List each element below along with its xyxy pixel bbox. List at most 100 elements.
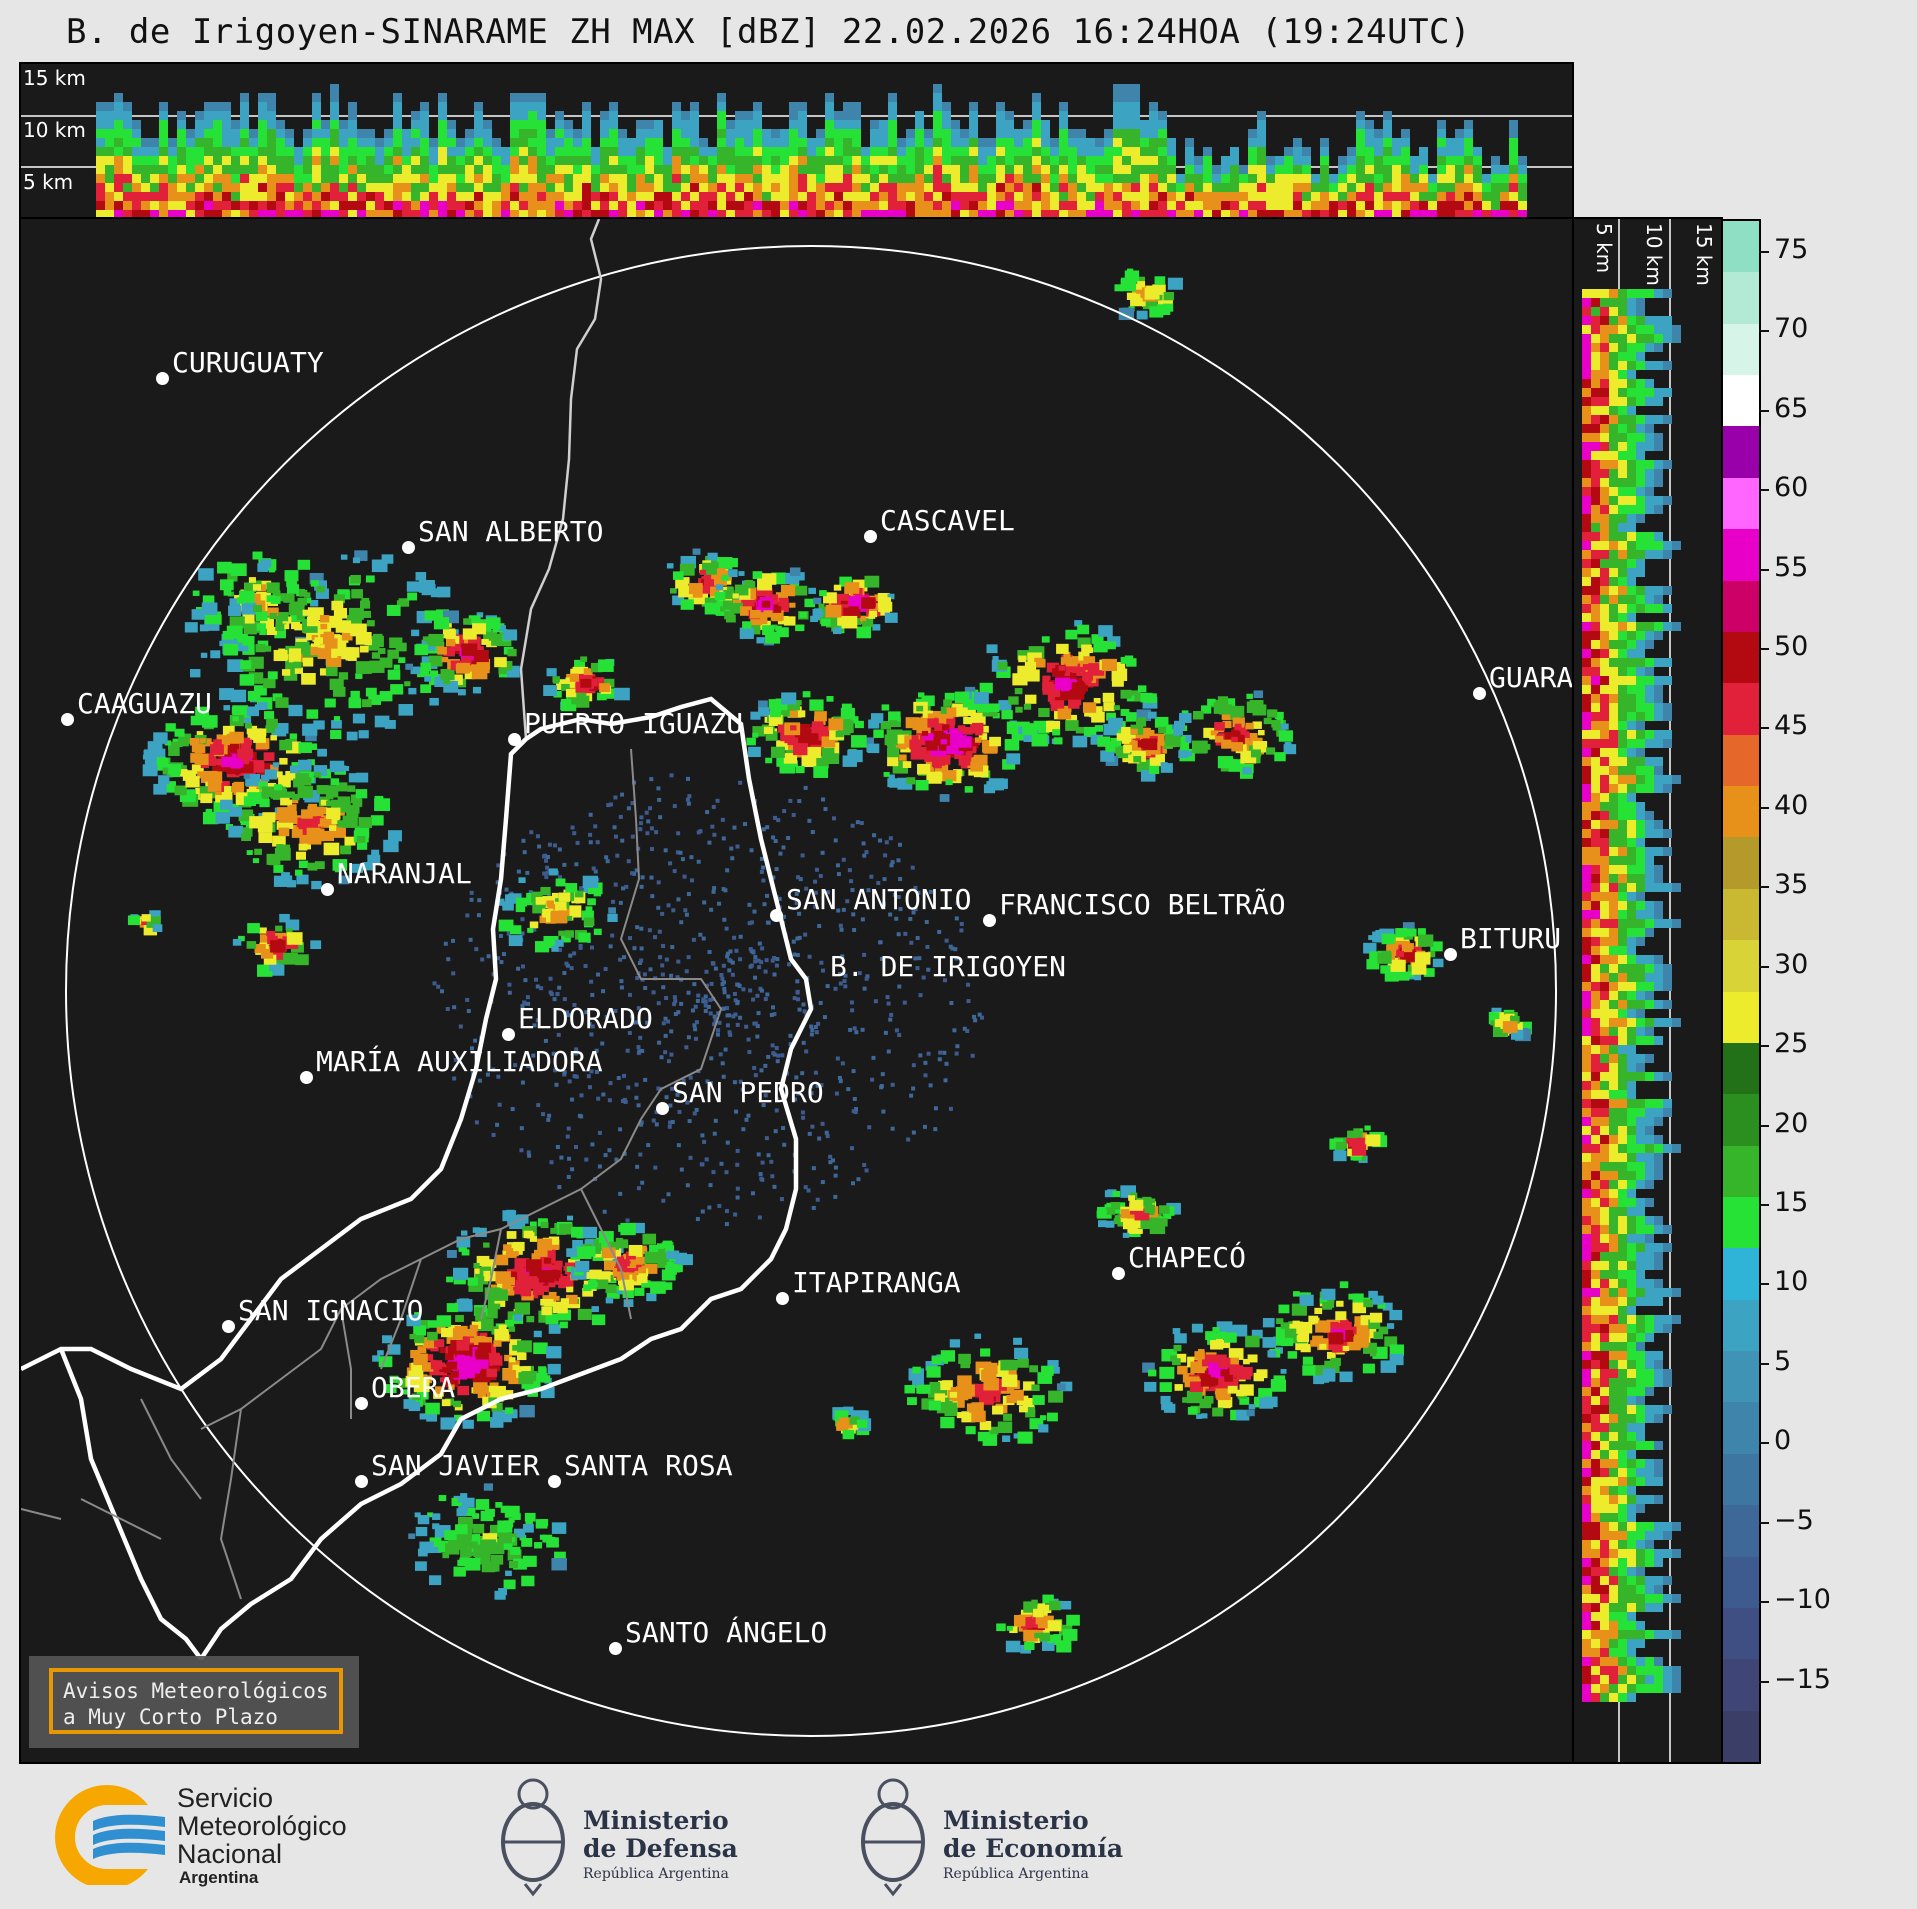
echo-cell: [223, 643, 238, 656]
echo-cell: [1374, 165, 1383, 174]
echo-cell: [483, 201, 492, 210]
echo-cell: [1104, 165, 1113, 174]
echo-cell: [1600, 568, 1609, 577]
echo-cell: [285, 771, 298, 781]
echo-cell: [978, 201, 987, 210]
echo-cell: [1672, 919, 1681, 928]
echo-cell: [1041, 201, 1050, 210]
echo-cell: [753, 955, 758, 960]
echo-cell: [1627, 676, 1636, 685]
echo-cell: [1582, 1126, 1591, 1135]
echo-cell: [1329, 210, 1338, 219]
echo-cell: [150, 174, 159, 183]
echo-cell: [465, 913, 470, 918]
echo-cell: [456, 662, 470, 674]
echo-cell: [1600, 955, 1609, 964]
echo-cell: [851, 1109, 856, 1114]
echo-cell: [241, 833, 251, 842]
echo-cell: [933, 183, 942, 192]
echo-cell: [1582, 937, 1591, 946]
echo-cell: [1095, 138, 1104, 147]
echo-cell: [273, 864, 284, 873]
echo-cell: [933, 165, 942, 174]
echo-cell: [987, 192, 996, 201]
echo-cell: [1591, 451, 1600, 460]
echo-cell: [828, 1160, 833, 1165]
echo-cell: [797, 799, 802, 804]
echo-cell: [1636, 622, 1645, 631]
echo-cell: [1320, 165, 1329, 174]
echo-cell: [227, 742, 240, 752]
echo-cell: [547, 842, 552, 847]
echo-cell: [954, 916, 959, 921]
echo-cell: [955, 901, 960, 906]
echo-cell: [428, 655, 443, 667]
echo-cell: [354, 550, 368, 561]
echo-cell: [375, 210, 384, 219]
echo-cell: [652, 935, 657, 940]
echo-cell: [498, 667, 507, 675]
echo-cell: [1609, 1450, 1618, 1459]
echo-cell: [1645, 1108, 1654, 1117]
echo-cell: [1302, 174, 1311, 183]
echo-cell: [1591, 1693, 1600, 1702]
echo-cell: [861, 174, 870, 183]
echo-cell: [1636, 568, 1645, 577]
echo-cell: [302, 609, 311, 616]
echo-cell: [596, 692, 607, 701]
echo-cell: [1618, 1657, 1627, 1666]
echo-cell: [411, 165, 420, 174]
echo-cell: [1266, 192, 1275, 201]
echo-cell: [582, 111, 591, 120]
echo-cell: [640, 1180, 645, 1185]
echo-cell: [646, 819, 651, 824]
echo-cell: [537, 165, 546, 174]
echo-cell: [1410, 210, 1419, 219]
echo-cell: [519, 165, 528, 174]
echo-cell: [825, 1134, 830, 1139]
echo-cell: [468, 615, 481, 625]
echo-cell: [749, 949, 754, 954]
echo-cell: [312, 147, 321, 156]
echo-cell: [1636, 901, 1645, 910]
echo-cell: [771, 183, 780, 192]
echo-cell: [1600, 856, 1609, 865]
echo-cell: [330, 111, 339, 120]
echo-cell: [210, 650, 221, 659]
echo-cell: [1032, 138, 1041, 147]
echo-cell: [123, 174, 132, 183]
echo-cell: [537, 129, 546, 138]
echo-cell: [1636, 1270, 1645, 1279]
echo-cell: [704, 1157, 709, 1162]
echo-cell: [1609, 1261, 1618, 1270]
echo-cell: [177, 183, 186, 192]
echo-cell: [263, 678, 276, 689]
echo-cell: [825, 210, 834, 219]
echo-cell: [1636, 865, 1645, 874]
echo-cell: [909, 1093, 914, 1098]
echo-cell: [346, 731, 358, 741]
echo-cell: [744, 192, 753, 201]
echo-cell: [1591, 721, 1600, 730]
echo-cell: [1663, 1000, 1672, 1009]
echo-cell: [1636, 676, 1645, 685]
echo-cell: [613, 834, 618, 839]
echo-cell: [393, 102, 402, 111]
echo-cell: [1600, 1567, 1609, 1576]
echo-cell: [888, 129, 897, 138]
echo-cell: [1618, 406, 1627, 415]
echo-cell: [710, 961, 715, 966]
echo-cell: [278, 612, 289, 620]
echo-cell: [465, 997, 470, 1002]
echo-cell: [770, 1005, 775, 1010]
echo-cell: [411, 129, 420, 138]
echo-cell: [651, 1118, 656, 1123]
echo-cell: [951, 156, 960, 165]
echo-cell: [1582, 1513, 1591, 1522]
echo-cell: [779, 1197, 784, 1202]
echo-cell: [520, 1004, 525, 1009]
echo-cell: [525, 995, 530, 1000]
echo-cell: [1636, 694, 1645, 703]
echo-cell: [1663, 829, 1672, 838]
echo-cell: [266, 718, 278, 729]
